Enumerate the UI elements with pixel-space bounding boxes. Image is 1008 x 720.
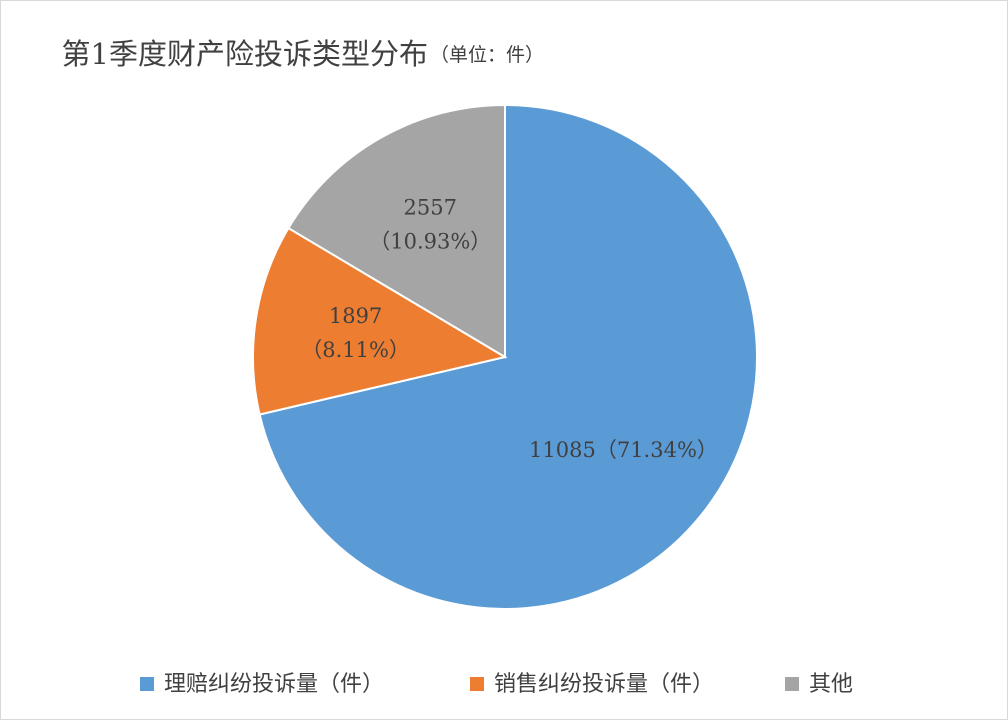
legend-swatch [785, 677, 799, 691]
data-label-line: 1897 [329, 303, 382, 327]
legend-swatch [470, 677, 484, 691]
data-label: 11085（71.34%） [529, 437, 718, 461]
data-label: 1897 （8.11%） [301, 303, 410, 361]
pie-slice [252, 226, 508, 416]
chart-subtitle: （单位：件） [430, 44, 544, 66]
legend-label: 其他 [809, 672, 853, 697]
data-label-line: 2557 [404, 195, 457, 219]
data-label-line: （10.93%） [369, 229, 491, 253]
chart-title: 第1季度财产险投诉类型分布 [62, 37, 428, 71]
legend: 理赔纠纷投诉量（件） 销售纠纷投诉量（件） 其他 [140, 672, 853, 697]
data-label-line: （8.11%） [301, 337, 410, 361]
legend-label: 销售纠纷投诉量（件） [494, 672, 714, 697]
data-label-line: 11085（71.34%） [529, 437, 718, 461]
pie: 11085（71.34%） 1897 （8.11%） 2557 （10.93%） [252, 103, 758, 610]
pie-slice [258, 103, 758, 610]
legend-label: 理赔纠纷投诉量（件） [164, 672, 384, 697]
data-label: 2557 （10.93%） [369, 195, 491, 253]
pie-slice [287, 103, 506, 359]
legend-swatch [140, 677, 154, 691]
